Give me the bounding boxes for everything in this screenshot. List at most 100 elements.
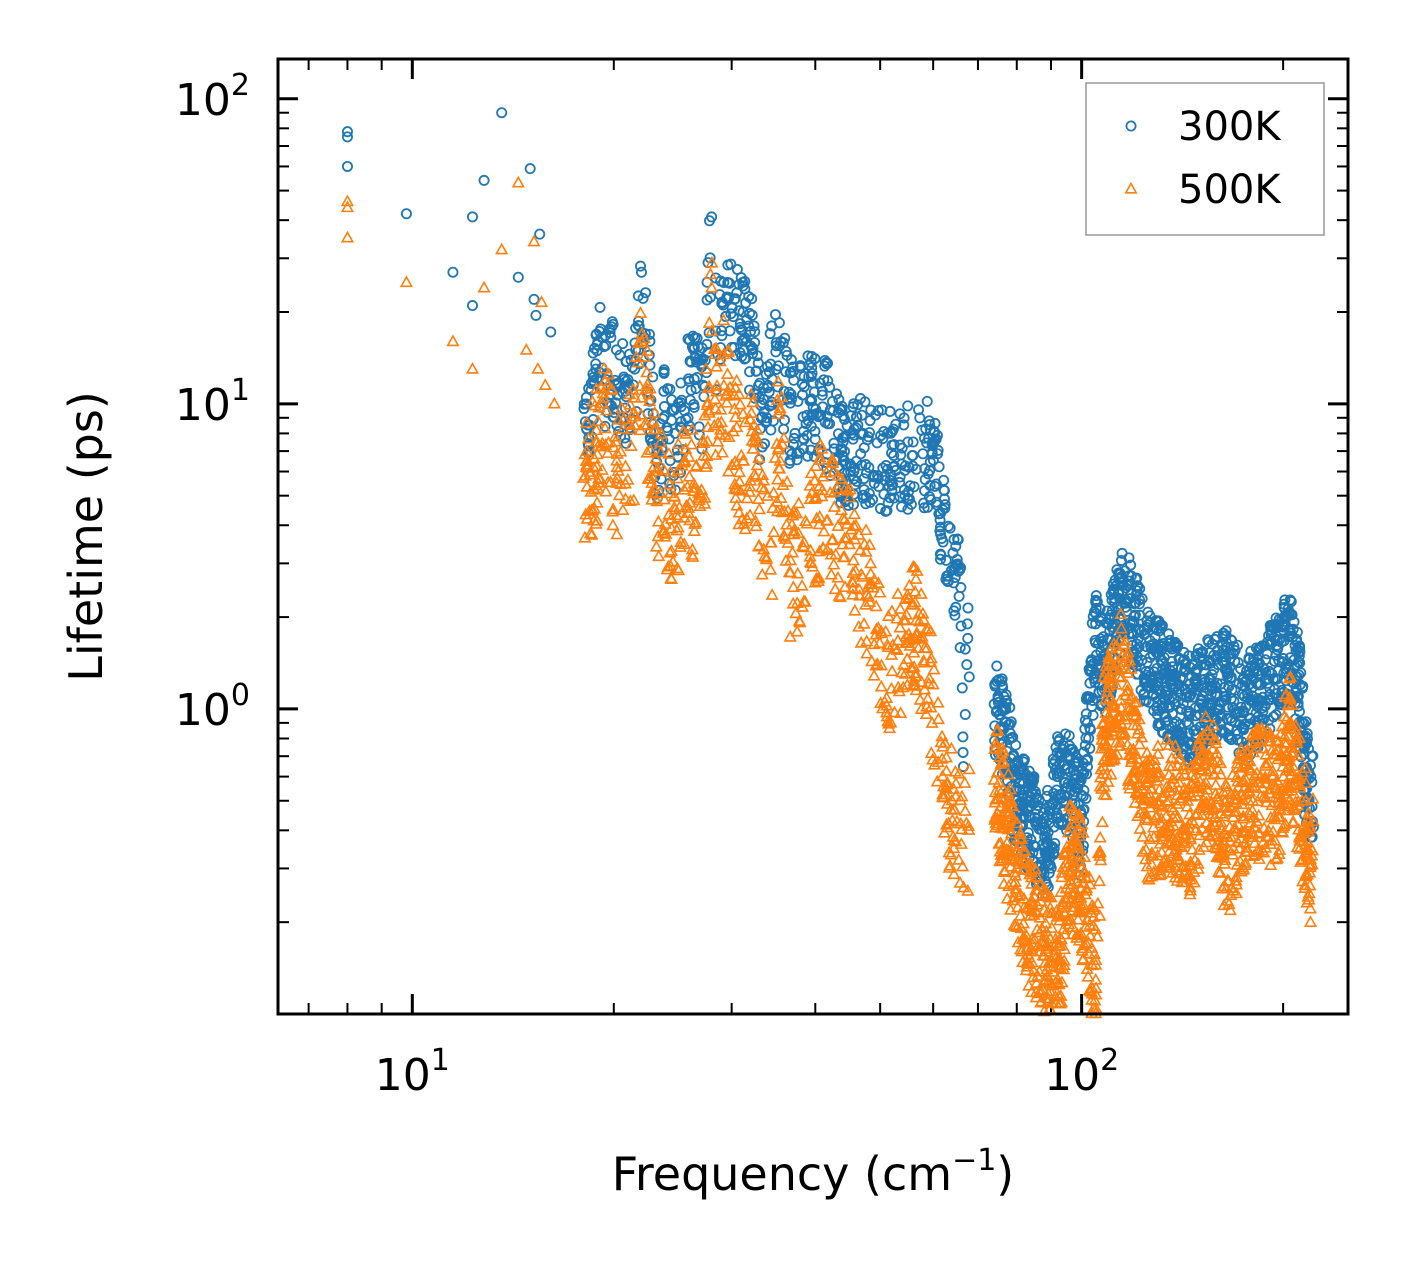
point-500k xyxy=(1191,857,1205,869)
point-300k xyxy=(594,301,606,313)
point-500k xyxy=(681,506,696,518)
point-500k xyxy=(703,267,718,280)
point-500k xyxy=(744,387,758,400)
point-500k xyxy=(1243,763,1257,775)
point-500k xyxy=(905,597,919,610)
point-500k xyxy=(825,533,839,546)
point-500k xyxy=(1303,865,1317,878)
point-300k xyxy=(1114,567,1126,579)
point-300k xyxy=(856,409,868,421)
point-500k xyxy=(1306,791,1320,804)
point-300k xyxy=(785,388,797,400)
point-300k xyxy=(745,325,757,337)
point-500k xyxy=(937,825,951,838)
point-500k xyxy=(662,446,676,459)
point-500k xyxy=(1199,800,1213,813)
point-500k xyxy=(1008,919,1023,932)
point-500k xyxy=(601,446,615,458)
point-500k xyxy=(591,414,605,427)
point-500k xyxy=(1134,806,1148,819)
point-500k xyxy=(797,535,811,548)
point-500k xyxy=(634,407,648,420)
point-500k xyxy=(1165,800,1179,813)
point-500k xyxy=(902,578,916,591)
point-500k xyxy=(843,482,857,495)
point-300k xyxy=(786,448,798,460)
point-300k xyxy=(1059,789,1071,801)
point-300k xyxy=(902,400,914,412)
point-500k xyxy=(944,741,959,754)
point-500k xyxy=(1283,793,1297,805)
legend-box xyxy=(1085,82,1325,236)
point-500k xyxy=(1081,969,1095,982)
point-500k xyxy=(825,455,839,468)
point-500k xyxy=(1135,781,1149,794)
point-300k xyxy=(833,394,845,406)
point-500k xyxy=(1079,883,1093,896)
point-500k xyxy=(623,494,637,507)
point-300k xyxy=(963,671,975,683)
point-500k xyxy=(952,766,966,779)
point-500k xyxy=(1183,887,1197,900)
point-500k xyxy=(1095,732,1109,745)
point-300k xyxy=(1270,612,1282,624)
point-500k xyxy=(547,396,561,409)
point-500k xyxy=(1236,792,1250,805)
point-500k xyxy=(610,447,624,459)
point-500k xyxy=(1217,879,1231,892)
point-500k xyxy=(990,765,1004,778)
point-500k xyxy=(1289,731,1303,744)
point-500k xyxy=(1004,798,1018,811)
point-500k xyxy=(746,395,760,408)
point-500k xyxy=(1238,858,1252,870)
point-500k xyxy=(1094,741,1109,754)
point-500k xyxy=(749,519,763,532)
point-500k xyxy=(654,445,668,458)
point-300k xyxy=(839,431,851,443)
point-500k xyxy=(1219,799,1234,812)
point-300k xyxy=(929,480,941,492)
point-500k xyxy=(1060,914,1074,927)
point-500k xyxy=(1196,748,1210,761)
point-300k xyxy=(1189,666,1201,678)
point-500k xyxy=(935,729,949,742)
point-500k xyxy=(812,517,826,530)
point-300k xyxy=(1183,718,1195,730)
point-500k xyxy=(859,597,873,610)
point-500k xyxy=(751,435,765,448)
point-500k xyxy=(810,511,824,524)
point-500k xyxy=(583,526,598,539)
point-500k xyxy=(1065,877,1079,890)
point-300k xyxy=(957,746,969,758)
point-500k xyxy=(1250,726,1265,739)
point-500k xyxy=(1236,747,1250,760)
point-500k xyxy=(924,651,938,664)
point-500k xyxy=(846,553,861,566)
point-500k xyxy=(831,469,845,481)
point-300k xyxy=(1108,592,1120,604)
point-300k xyxy=(860,491,872,503)
point-500k xyxy=(664,544,678,556)
point-500k xyxy=(1105,724,1120,737)
point-300k xyxy=(1133,641,1145,653)
point-500k xyxy=(874,626,889,639)
point-500k xyxy=(1032,964,1046,977)
point-300k xyxy=(794,360,806,372)
point-500k xyxy=(657,462,671,475)
point-300k xyxy=(478,174,490,186)
point-300k xyxy=(599,330,611,342)
point-500k xyxy=(811,571,825,584)
point-500k xyxy=(1056,895,1070,908)
point-500k xyxy=(1033,986,1047,999)
point-500k xyxy=(1121,700,1135,713)
point-500k xyxy=(1101,680,1116,693)
point-500k xyxy=(1214,815,1228,828)
point-500k xyxy=(750,458,764,471)
point-500k xyxy=(598,374,612,386)
point-300k xyxy=(992,696,1004,708)
point-500k xyxy=(1195,808,1209,821)
point-300k xyxy=(1087,709,1099,721)
y-tick-label: 100 xyxy=(175,678,250,736)
point-500k xyxy=(946,782,961,794)
point-300k xyxy=(1183,710,1195,722)
